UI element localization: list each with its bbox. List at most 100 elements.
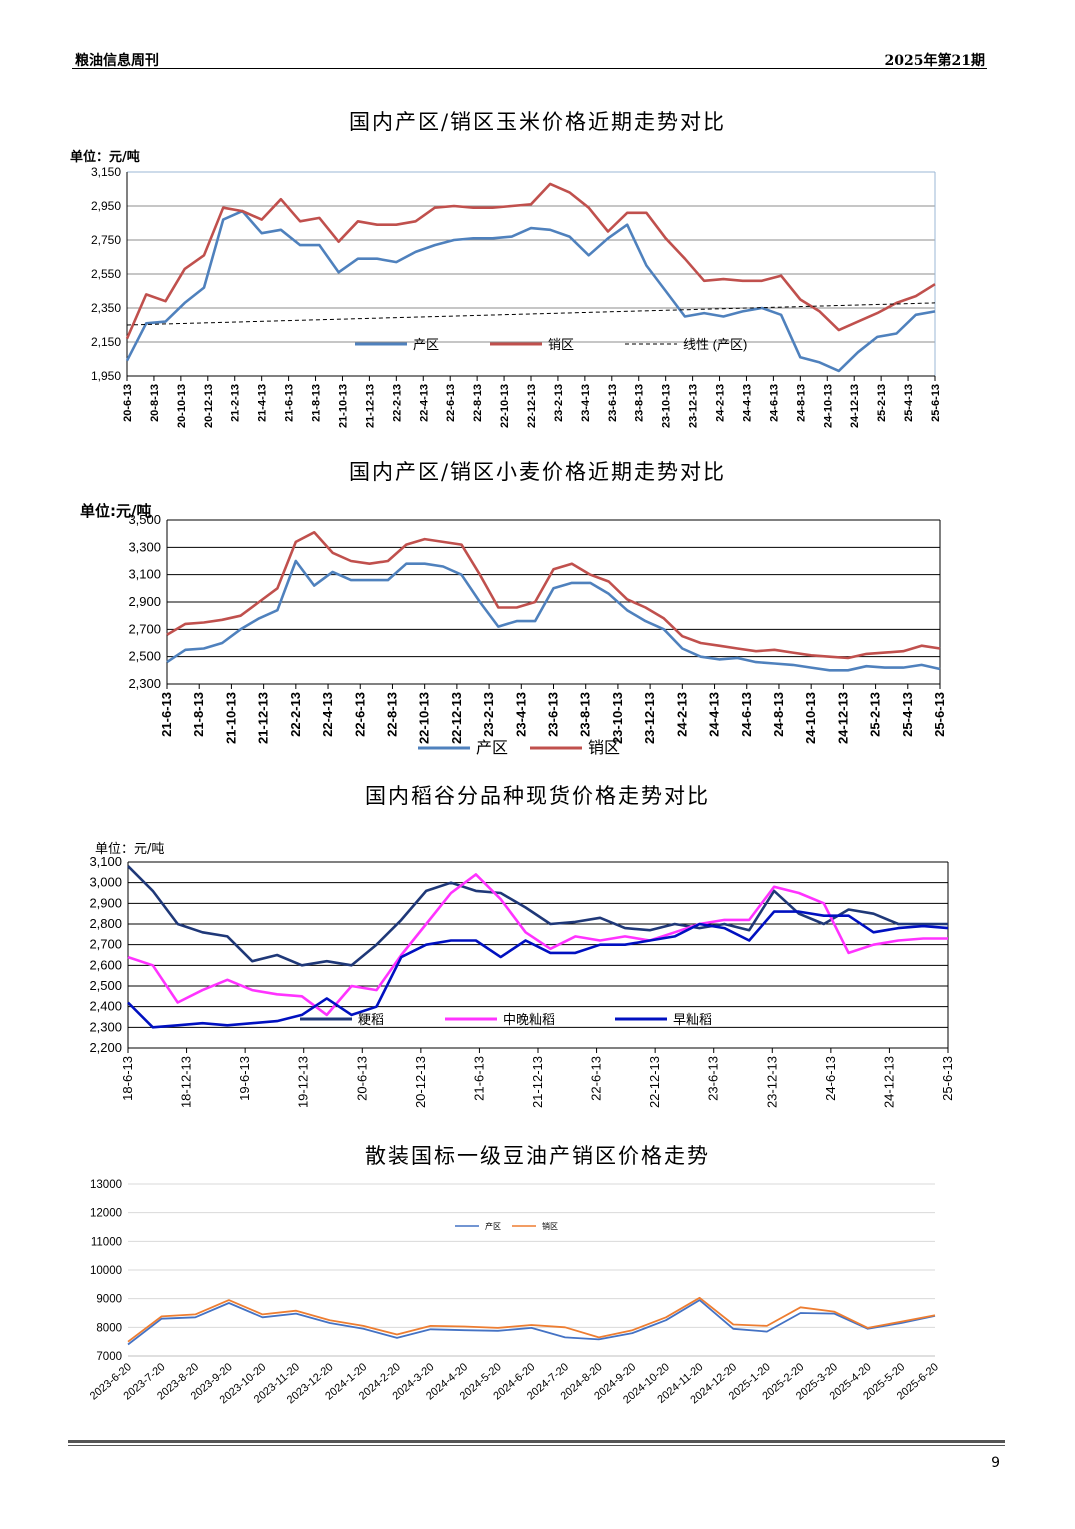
x-tick-label: 24-4-13 xyxy=(707,692,722,737)
soyoil-price-chart: 130001200011000100009000800070002023-6-2… xyxy=(88,1179,941,1406)
legend-label: 销区 xyxy=(588,739,620,757)
y-tick-label: 2,900 xyxy=(128,594,161,609)
x-tick-label: 22-8-13 xyxy=(384,692,399,737)
y-tick-label: 3,100 xyxy=(128,567,161,582)
y-tick-label: 2,400 xyxy=(89,999,122,1014)
x-tick-label: 24-6-13 xyxy=(739,692,754,737)
x-tick-label: 23-4-13 xyxy=(580,384,592,422)
wheat-chart-title: 国内产区/销区小麦价格近期走势对比 xyxy=(348,460,727,484)
x-tick-label: 21-12-13 xyxy=(530,1056,545,1108)
series-line-1 xyxy=(127,865,948,967)
x-tick-label: 23-2-13 xyxy=(481,692,496,737)
y-tick-label: 11000 xyxy=(91,1236,122,1248)
header-left: 粮油信息周刊 xyxy=(75,53,159,69)
x-tick-label: 23-6-13 xyxy=(607,384,619,422)
series-line-3 xyxy=(126,302,936,326)
series-line-1 xyxy=(166,559,941,672)
x-tick-label: 20-6-13 xyxy=(122,384,134,422)
x-tick-label: 22-6-13 xyxy=(589,1056,604,1101)
y-tick-label: 2,700 xyxy=(128,621,161,636)
x-tick-label: 25-2-13 xyxy=(868,692,883,737)
legend-label: 线性 (产区) xyxy=(683,337,747,352)
header-right: 2025年第21期 xyxy=(884,53,985,69)
rice-chart-title: 国内稻谷分品种现货价格走势对比 xyxy=(365,784,710,808)
x-tick-label: 23-4-13 xyxy=(513,692,528,737)
y-tick-label: 2,500 xyxy=(89,978,122,993)
series-line-2 xyxy=(125,182,936,340)
y-tick-label: 2,500 xyxy=(128,649,161,664)
x-tick-label: 23-12-13 xyxy=(764,1056,779,1108)
x-tick-label: 23-8-13 xyxy=(634,384,646,422)
y-tick-label: 9000 xyxy=(96,1294,122,1306)
x-tick-label: 25-6-13 xyxy=(932,692,947,737)
series-line-3 xyxy=(127,910,949,1029)
legend-label: 销区 xyxy=(542,1221,558,1231)
x-tick-label: 24-8-13 xyxy=(795,384,807,422)
legend-label: 产区 xyxy=(476,739,508,757)
x-tick-label: 23-10-13 xyxy=(661,384,673,428)
y-tick-label: 13000 xyxy=(90,1179,122,1191)
x-tick-label: 23-12-13 xyxy=(688,384,700,428)
x-tick-label: 24-12-13 xyxy=(881,1056,896,1108)
wheat-chart-unit: 单位:元/吨 xyxy=(80,502,152,520)
y-tick-label: 3,300 xyxy=(128,539,161,554)
x-tick-label: 20-6-13 xyxy=(354,1056,369,1101)
y-tick-label: 1,950 xyxy=(91,369,121,383)
x-tick-label: 22-10-13 xyxy=(417,692,432,744)
x-tick-label: 22-2-13 xyxy=(391,384,403,422)
x-tick-label: 24-10-13 xyxy=(822,384,834,428)
legend-label: 产区 xyxy=(413,337,439,352)
y-tick-label: 10000 xyxy=(90,1265,122,1277)
y-tick-label: 2,550 xyxy=(91,267,121,281)
rice-price-chart: 3,100 3,000 2,900 2,800 2,700 2,600 2,500 2,400… xyxy=(89,854,955,1108)
x-tick-label: 22-12-13 xyxy=(647,1056,662,1108)
x-tick-label: 21-12-13 xyxy=(256,692,271,744)
corn-chart-unit: 单位：元/吨 xyxy=(70,150,140,165)
x-tick-label: 24-2-13 xyxy=(715,384,727,422)
x-tick-label: 22-12-13 xyxy=(526,384,538,428)
rice-chart-unit: 单位：元/吨 xyxy=(95,842,165,857)
x-tick-label: 24-12-13 xyxy=(835,692,850,744)
x-tick-label: 23-10-13 xyxy=(610,692,625,744)
x-tick-label: 25-4-13 xyxy=(900,692,915,737)
x-tick-label: 22-6-13 xyxy=(445,384,457,422)
legend-label: 中晚籼稻 xyxy=(503,1012,555,1027)
legend-label: 销区 xyxy=(548,337,574,352)
x-tick-label: 21-6-13 xyxy=(159,692,174,737)
x-tick-label: 20-12-13 xyxy=(413,1056,428,1108)
x-tick-label: 24-12-13 xyxy=(849,384,861,428)
x-tick-label: 24-10-13 xyxy=(803,692,818,744)
x-tick-label: 21-8-13 xyxy=(311,384,323,422)
y-tick-label: 2,800 xyxy=(89,916,122,931)
footer-rule-thick xyxy=(68,1440,1005,1443)
legend-label: 早籼稻 xyxy=(673,1012,712,1027)
y-tick-label: 2,600 xyxy=(89,957,122,972)
y-tick-label: 2,300 xyxy=(89,1019,122,1034)
series-line-2 xyxy=(127,1296,936,1343)
x-tick-label: 21-10-13 xyxy=(223,692,238,744)
x-tick-label: 24-6-13 xyxy=(768,384,780,422)
x-tick-label: 23-6-13 xyxy=(546,692,561,737)
x-tick-label: 24-2-13 xyxy=(674,692,689,737)
y-tick-label: 2,950 xyxy=(91,199,121,213)
x-tick-label: 22-4-13 xyxy=(320,692,335,737)
x-tick-label: 19-6-13 xyxy=(237,1056,252,1101)
soyoil-chart-title: 散装国标一级豆油产销区价格走势 xyxy=(365,1144,710,1168)
series-line-1 xyxy=(125,209,936,373)
y-tick-label: 3,150 xyxy=(91,165,121,179)
x-tick-label: 20-8-13 xyxy=(149,384,161,422)
x-tick-label: 21-4-13 xyxy=(257,384,269,422)
x-tick-label: 25-6-13 xyxy=(930,384,942,422)
page-number: 9 xyxy=(991,1455,1000,1471)
x-tick-label: 24-4-13 xyxy=(741,384,753,422)
x-tick-label: 24-6-13 xyxy=(823,1056,838,1101)
x-tick-label: 25-2-13 xyxy=(876,384,888,422)
x-tick-label: 23-2-13 xyxy=(553,384,565,422)
x-tick-label: 21-10-13 xyxy=(337,384,349,428)
x-tick-label: 21-2-13 xyxy=(230,384,242,422)
x-tick-label: 20-10-13 xyxy=(176,384,188,428)
x-tick-label: 22-8-13 xyxy=(472,384,484,422)
x-tick-label: 19-12-13 xyxy=(296,1056,311,1108)
x-tick-label: 22-6-13 xyxy=(352,692,367,737)
x-tick-label: 25-6-13 xyxy=(940,1056,955,1101)
